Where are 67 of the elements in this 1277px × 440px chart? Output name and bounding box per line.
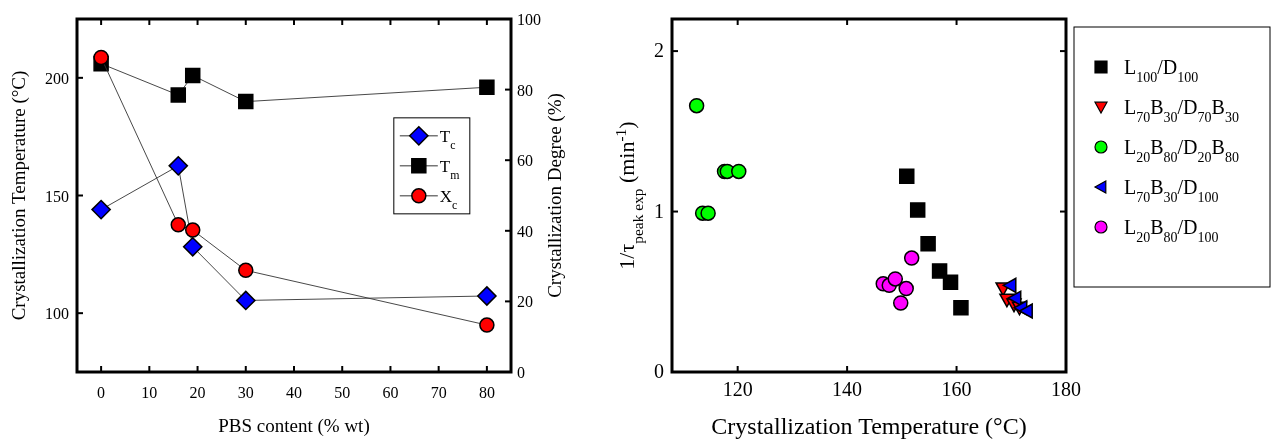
x-tick-label: 60 [382, 384, 399, 401]
y-tick-label: 1 [654, 199, 664, 222]
point [1007, 290, 1022, 306]
x-tick-label: 50 [334, 384, 351, 401]
y2-axis-title: Crystallization Degree (%) [544, 93, 566, 298]
y2-tick-label: 20 [517, 293, 533, 311]
y2-tick-label: 100 [517, 11, 541, 28]
point [1018, 303, 1033, 319]
x-tick-label: 140 [832, 378, 863, 400]
legend-label: T$_{c}$ [439, 126, 456, 152]
y-tick-label: 150 [45, 187, 69, 205]
point [91, 199, 111, 220]
x-tick-label: 40 [286, 384, 302, 401]
point [170, 87, 187, 103]
x-tick-label: 0 [97, 384, 106, 401]
x-tick-label: 120 [722, 378, 753, 400]
point [688, 97, 705, 114]
x-axis-title: Crystallization Temperature (°C) [711, 413, 1027, 439]
point [887, 271, 904, 287]
y-tick-label: 2 [654, 39, 664, 62]
legend-label: L$_{70}$B$_{30}$/D$_{70}$B$_{30}$ [1124, 96, 1239, 125]
x-tick-label: 160 [941, 378, 972, 400]
legend-label: L$_{70}$B$_{30}$/D$_{100}$ [1124, 176, 1219, 205]
y-tick-label: 100 [45, 305, 69, 323]
legend-label: X$_{c}$ [439, 186, 458, 212]
point [942, 274, 959, 290]
point [182, 236, 203, 257]
point [920, 235, 936, 252]
legend-label: L$_{100}$/D$_{100}$ [1124, 56, 1199, 85]
legend-label: L$_{20}$B$_{80}$/D$_{100}$ [1124, 216, 1219, 245]
point [477, 286, 497, 306]
point [238, 93, 254, 110]
point [700, 205, 716, 221]
x-tick-label: 10 [141, 384, 158, 401]
point [168, 156, 189, 176]
point [479, 317, 495, 333]
point [892, 295, 909, 311]
point [235, 290, 256, 311]
x-tick-label: 30 [237, 384, 254, 401]
point [899, 168, 915, 184]
point [238, 262, 254, 279]
y2-tick-label: 0 [517, 364, 525, 381]
x-tick-label: 20 [189, 384, 206, 401]
point [731, 163, 747, 180]
y2-tick-label: 80 [517, 81, 533, 99]
legend-label: L$_{20}$B$_{80}$/D$_{20}$B$_{80}$ [1124, 136, 1239, 165]
point [1002, 277, 1017, 294]
point [184, 222, 201, 238]
point [93, 49, 109, 66]
point [184, 67, 201, 84]
x-tick-label: 70 [430, 384, 447, 401]
x-axis-title: PBS content (% wt) [218, 415, 370, 437]
point [909, 202, 926, 218]
x-tick-label: 80 [478, 384, 495, 401]
point [479, 79, 495, 95]
y2-tick-label: 60 [517, 152, 533, 170]
y-axis-title: Crystallization Temperature (°C) [8, 70, 30, 321]
point [170, 217, 187, 233]
point [903, 250, 920, 266]
y-tick-label: 200 [45, 69, 69, 87]
y-tick-label: 0 [654, 360, 664, 382]
point [898, 280, 914, 297]
point [931, 263, 948, 279]
x-tick-label: 180 [1051, 378, 1081, 400]
y2-tick-label: 40 [517, 222, 533, 240]
point [953, 300, 969, 316]
legend-label: T$_{m}$ [439, 156, 461, 182]
